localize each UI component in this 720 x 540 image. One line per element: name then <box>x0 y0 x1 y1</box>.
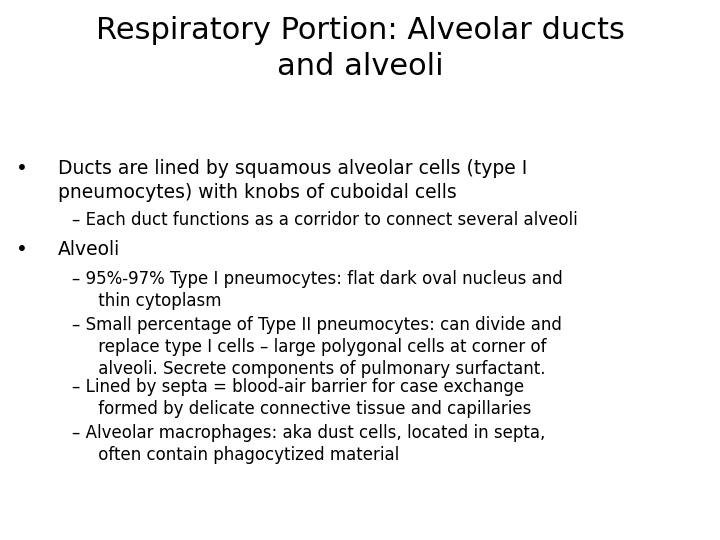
Text: •: • <box>16 240 27 259</box>
Text: Alveoli: Alveoli <box>58 240 120 259</box>
Text: – 95%-97% Type I pneumocytes: flat dark oval nucleus and
     thin cytoplasm: – 95%-97% Type I pneumocytes: flat dark … <box>72 270 563 310</box>
Text: – Lined by septa = blood-air barrier for case exchange
     formed by delicate c: – Lined by septa = blood-air barrier for… <box>72 378 531 418</box>
Text: – Small percentage of Type II pneumocytes: can divide and
     replace type I ce: – Small percentage of Type II pneumocyte… <box>72 316 562 379</box>
Text: Respiratory Portion: Alveolar ducts
and alveoli: Respiratory Portion: Alveolar ducts and … <box>96 16 624 81</box>
Text: Ducts are lined by squamous alveolar cells (type I
pneumocytes) with knobs of cu: Ducts are lined by squamous alveolar cel… <box>58 159 527 202</box>
Text: – Alveolar macrophages: aka dust cells, located in septa,
     often contain pha: – Alveolar macrophages: aka dust cells, … <box>72 424 545 464</box>
Text: •: • <box>16 159 27 178</box>
Text: – Each duct functions as a corridor to connect several alveoli: – Each duct functions as a corridor to c… <box>72 211 577 228</box>
